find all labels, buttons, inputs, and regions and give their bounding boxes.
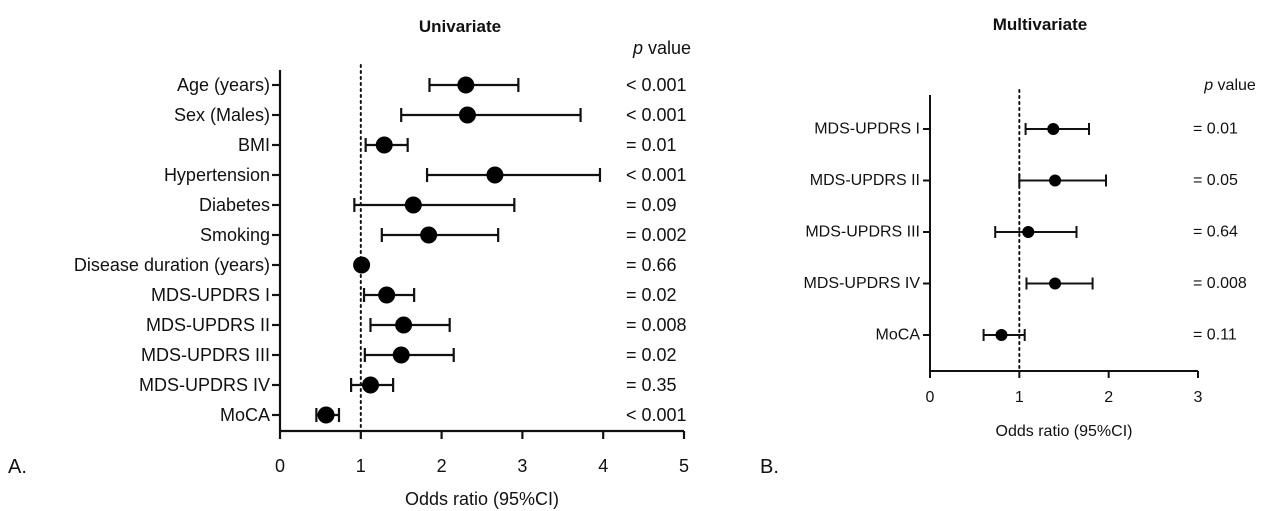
row-pvalue: = 0.11	[1193, 327, 1237, 344]
odds-ratio-point	[1049, 174, 1062, 187]
row-pvalue: = 0.01	[626, 135, 677, 155]
forest-row: MoCA < 0.001	[220, 405, 687, 425]
forest-row: MDS-UPDRS I = 0.01	[814, 121, 1238, 138]
row-pvalue: < 0.001	[626, 405, 687, 425]
row-pvalue: = 0.008	[626, 315, 687, 335]
row-pvalue: = 0.01	[1193, 121, 1238, 138]
forest-row: MDS-UPDRS III = 0.02	[141, 345, 677, 365]
row-label: MDS-UPDRS II	[810, 172, 920, 189]
row-label: Age (years)	[177, 75, 270, 95]
row-label: MDS-UPDRS IV	[804, 275, 921, 292]
row-label: MDS-UPDRS III	[141, 345, 270, 365]
row-pvalue: = 0.05	[1193, 172, 1238, 189]
x-axis-label: Odds ratio (95%CI)	[405, 489, 559, 509]
forest-row: MDS-UPDRS II = 0.008	[146, 315, 687, 335]
row-label: MDS-UPDRS II	[146, 315, 270, 335]
row-pvalue: = 0.35	[626, 375, 677, 395]
panel-label: A.	[8, 456, 27, 478]
pvalue-header: p value	[1203, 77, 1256, 94]
odds-ratio-point	[995, 329, 1008, 341]
row-pvalue: = 0.002	[626, 225, 687, 245]
row-pvalue: = 0.02	[626, 345, 677, 365]
row-label: MDS-UPDRS III	[805, 224, 920, 241]
odds-ratio-point	[1022, 226, 1035, 238]
row-label: Diabetes	[199, 195, 270, 215]
odds-ratio-point	[361, 376, 379, 394]
pvalue-header-text: value	[643, 38, 691, 58]
chart-title: Multivariate	[993, 15, 1087, 34]
x-tick-label: 4	[598, 456, 608, 476]
row-label: Disease duration (years)	[74, 255, 270, 275]
odds-ratio-point	[317, 406, 335, 424]
x-tick-label: 1	[356, 456, 366, 476]
panel-b: Multivariate p value B. 0 1 2 3 Odds ratio (95%…	[760, 15, 1256, 478]
odds-ratio-point	[458, 106, 476, 124]
row-label: Smoking	[200, 225, 270, 245]
x-tick-label: 3	[517, 456, 527, 476]
row-label: MoCA	[876, 327, 921, 344]
row-label: MDS-UPDRS I	[151, 285, 270, 305]
forest-row: Diabetes = 0.09	[199, 195, 677, 215]
forest-row: MoCA = 0.11	[876, 327, 1237, 344]
odds-ratio-point	[375, 136, 393, 154]
odds-ratio-point	[1049, 277, 1062, 290]
odds-ratio-point	[353, 256, 371, 274]
row-pvalue: = 0.66	[626, 255, 677, 275]
row-pvalue: = 0.09	[626, 195, 677, 215]
forest-row: BMI = 0.01	[238, 135, 677, 155]
row-label: Sex (Males)	[174, 105, 270, 125]
row-label: BMI	[238, 135, 270, 155]
row-label: Hypertension	[164, 165, 270, 185]
row-pvalue: < 0.001	[626, 105, 687, 125]
pvalue-header-italic: p	[1203, 77, 1213, 94]
odds-ratio-point	[457, 76, 475, 94]
forest-row: MDS-UPDRS IV = 0.008	[804, 275, 1247, 292]
chart-title: Univariate	[419, 17, 501, 36]
odds-ratio-point	[486, 166, 504, 184]
pvalue-header-italic: p	[632, 38, 643, 58]
forest-row: MDS-UPDRS I = 0.02	[151, 285, 677, 305]
odds-ratio-point	[392, 346, 410, 364]
forest-row: MDS-UPDRS II = 0.05	[810, 172, 1238, 189]
forest-row: Disease duration (years) = 0.66	[74, 255, 677, 275]
x-tick-label: 1	[1015, 389, 1024, 406]
forest-row: Smoking = 0.002	[200, 225, 687, 245]
forest-row: Sex (Males) < 0.001	[174, 105, 687, 125]
x-tick-label: 3	[1194, 389, 1203, 406]
row-pvalue: = 0.02	[626, 285, 677, 305]
x-axis-label: Odds ratio (95%CI)	[996, 423, 1133, 440]
odds-ratio-point	[378, 286, 396, 304]
odds-ratio-point	[404, 196, 422, 214]
x-tick-label: 2	[1104, 389, 1113, 406]
pvalue-header: p value	[632, 38, 691, 58]
row-pvalue: < 0.001	[626, 165, 687, 185]
forest-row: MDS-UPDRS III = 0.64	[805, 224, 1238, 241]
forest-row: Age (years) < 0.001	[177, 75, 687, 95]
row-pvalue: = 0.008	[1193, 275, 1247, 292]
x-tick-label: 0	[275, 456, 285, 476]
x-tick-label: 5	[679, 456, 689, 476]
row-label: MDS-UPDRS I	[814, 121, 920, 138]
odds-ratio-point	[395, 316, 413, 334]
panel-label: B.	[760, 456, 779, 478]
x-tick-label: 0	[926, 389, 935, 406]
forest-row: MDS-UPDRS IV = 0.35	[139, 375, 677, 395]
forest-row: Hypertension < 0.001	[164, 165, 687, 185]
pvalue-header-text: value	[1213, 77, 1256, 94]
odds-ratio-point	[1047, 123, 1060, 135]
row-pvalue: < 0.001	[626, 75, 687, 95]
odds-ratio-point	[420, 226, 438, 244]
row-label: MoCA	[220, 405, 270, 425]
row-label: MDS-UPDRS IV	[139, 375, 270, 395]
panel-a: Univariate p value A. 0 1 2 3 4 5 Odds ratio (95%…	[8, 17, 691, 509]
x-tick-label: 2	[437, 456, 447, 476]
row-pvalue: = 0.64	[1193, 224, 1238, 241]
